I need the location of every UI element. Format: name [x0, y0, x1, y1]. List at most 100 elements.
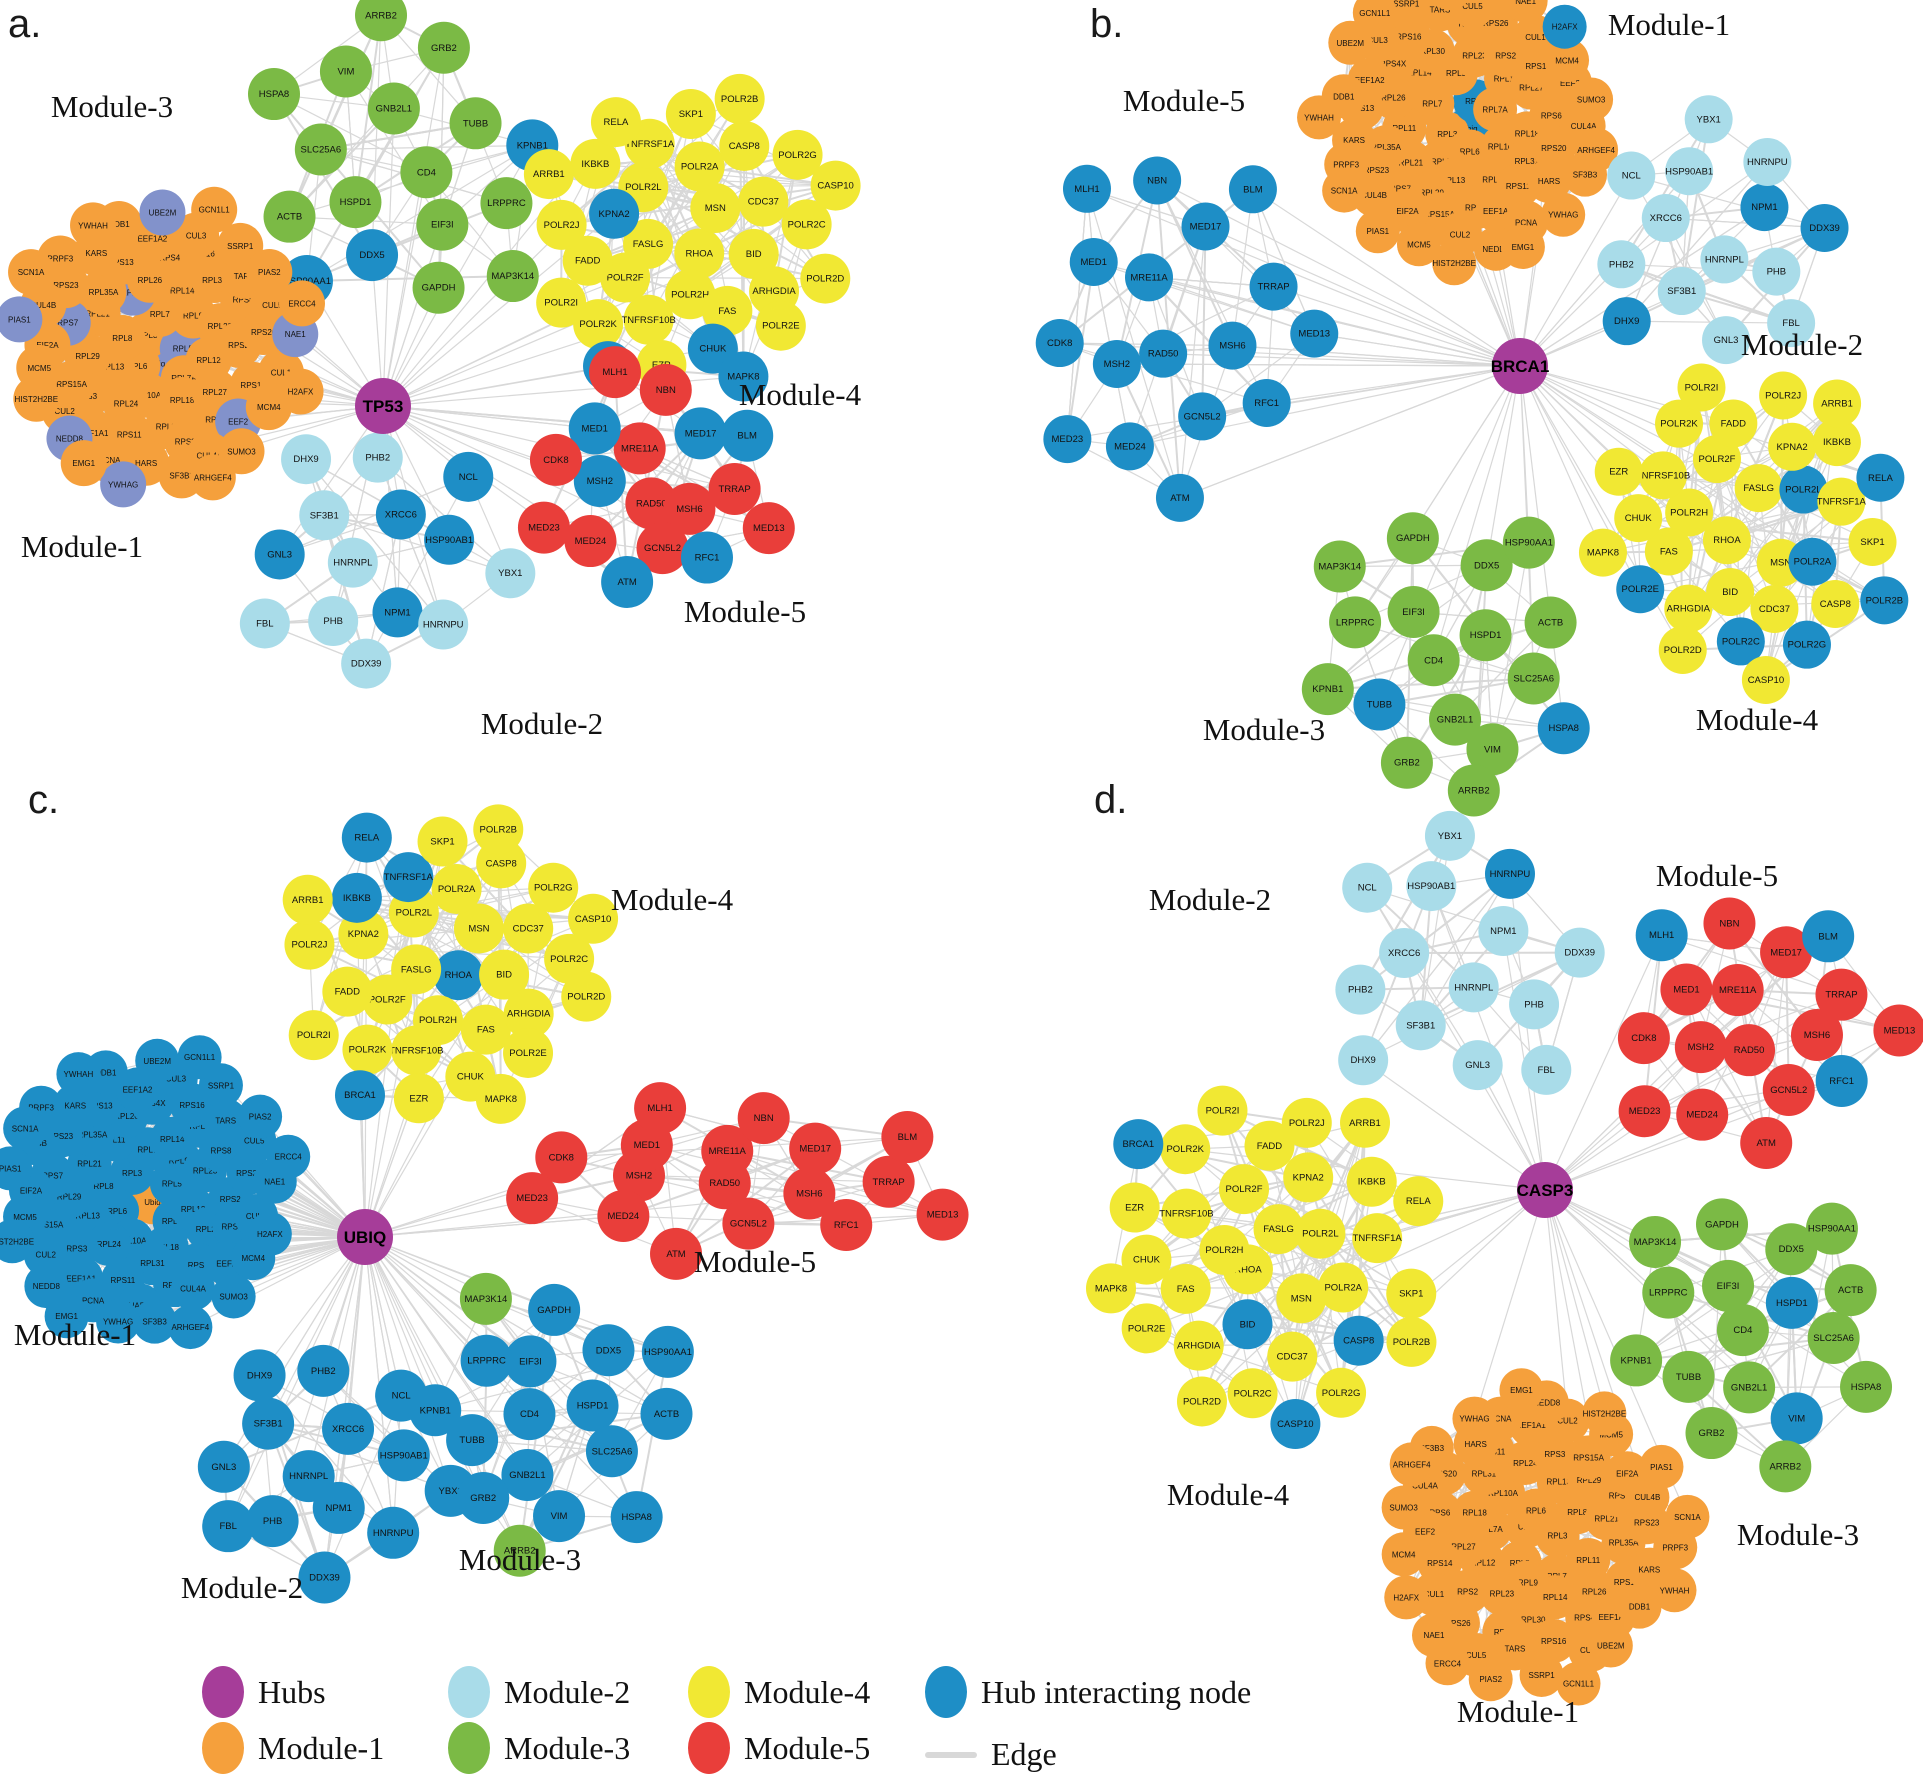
node-FBL[interactable] — [1767, 299, 1816, 348]
node-H2AFX[interactable] — [1384, 1575, 1429, 1620]
node-POLR2J[interactable] — [1281, 1097, 1332, 1148]
node-NCL[interactable] — [1607, 151, 1656, 200]
node-MED13[interactable] — [1873, 1004, 1923, 1057]
node-PIAS2[interactable] — [246, 249, 293, 296]
node-DDX5[interactable] — [346, 229, 399, 282]
node-KPNB1[interactable] — [1301, 663, 1354, 716]
node-SKP1[interactable] — [1386, 1268, 1437, 1319]
node-MSH6[interactable] — [1208, 321, 1257, 370]
node-VIM[interactable] — [319, 45, 372, 98]
node-POLR2I[interactable] — [536, 277, 587, 328]
node-GCN1L1[interactable] — [177, 1035, 222, 1080]
node-BRCA1[interactable] — [334, 1070, 385, 1121]
node-FAS[interactable] — [1160, 1263, 1211, 1314]
node-RAD50[interactable] — [625, 477, 678, 530]
node-EIF3I[interactable] — [1387, 586, 1440, 639]
node-SCN1A[interactable] — [1322, 168, 1367, 213]
node-CDK8[interactable] — [535, 1131, 588, 1184]
node-CD4[interactable] — [1407, 634, 1460, 687]
node-PIAS1[interactable] — [1639, 1444, 1684, 1489]
node-KPNA2[interactable] — [589, 188, 640, 239]
node-DDX39[interactable] — [298, 1551, 351, 1604]
node-FAS[interactable] — [460, 1004, 511, 1055]
node-PIAS1[interactable] — [0, 1146, 33, 1191]
node-BLM[interactable] — [1228, 165, 1277, 214]
node-FADD[interactable] — [322, 966, 373, 1017]
node-TRRAP[interactable] — [708, 462, 761, 515]
node-H2AFX[interactable] — [247, 1211, 292, 1256]
node-KPNB1[interactable] — [1610, 1334, 1663, 1387]
node-MRE11A[interactable] — [613, 422, 666, 475]
node-MED17[interactable] — [674, 407, 727, 460]
node-MED23[interactable] — [506, 1172, 559, 1225]
node-ARRB1[interactable] — [523, 149, 574, 200]
node-PIAS2[interactable] — [1428, 0, 1472, 11]
node-SLC25A6[interactable] — [1807, 1311, 1860, 1364]
node-YWHAG[interactable] — [96, 1299, 141, 1344]
node-BLM[interactable] — [1802, 910, 1855, 963]
node-POLR2F[interactable] — [362, 974, 413, 1025]
node-SSRP1[interactable] — [1519, 1652, 1564, 1697]
node-DHX9[interactable] — [1338, 1035, 1389, 1086]
node-ATM[interactable] — [1155, 473, 1204, 522]
node-POLR2E[interactable] — [755, 300, 806, 351]
node-FASLG[interactable] — [1734, 464, 1783, 513]
node-UBE2M[interactable] — [1588, 1623, 1633, 1668]
node-GAPDH[interactable] — [1696, 1198, 1749, 1251]
node-MED24[interactable] — [597, 1189, 650, 1242]
node-HSPA8[interactable] — [610, 1491, 663, 1544]
node-ARHGEF4[interactable] — [189, 454, 236, 501]
node-POLR2C[interactable] — [544, 933, 595, 984]
node-MED13[interactable] — [742, 502, 795, 555]
node-CASP10[interactable] — [810, 160, 861, 211]
node-POLR2D[interactable] — [800, 253, 851, 304]
node-IKBKB[interactable] — [570, 138, 621, 189]
node-MED1[interactable] — [568, 402, 621, 455]
node-TNFRSF10B[interactable] — [1638, 451, 1687, 500]
node-MRE11A[interactable] — [701, 1124, 754, 1177]
node-GCN5L2[interactable] — [1178, 392, 1227, 441]
node-ACTB[interactable] — [263, 190, 316, 243]
node-NBN[interactable] — [1703, 897, 1756, 950]
node-BRCA1[interactable] — [1113, 1119, 1164, 1170]
node-MED23[interactable] — [1618, 1085, 1671, 1138]
node-MAP3K14[interactable] — [1313, 540, 1366, 593]
node-UBE2M[interactable] — [1328, 20, 1373, 65]
node-YBX1[interactable] — [1684, 95, 1733, 144]
node-SF3B3[interactable] — [132, 1299, 177, 1344]
node-TNFRSF10B[interactable] — [1161, 1188, 1212, 1239]
node-FAS[interactable] — [702, 285, 753, 336]
node-MAP3K14[interactable] — [486, 250, 539, 303]
node-CDK8[interactable] — [529, 433, 582, 486]
node-ATM[interactable] — [1740, 1116, 1793, 1169]
node-NPM1[interactable] — [1478, 905, 1529, 956]
node-RELA[interactable] — [590, 97, 641, 148]
node-DDX5[interactable] — [1765, 1223, 1818, 1276]
node-EMG1[interactable] — [1500, 224, 1545, 269]
node-RPL24[interactable] — [86, 1222, 131, 1267]
node-XRCC6[interactable] — [375, 489, 426, 540]
node-RPS3[interactable] — [1532, 1432, 1577, 1477]
node-POLR2C[interactable] — [781, 199, 832, 250]
node-PHB[interactable] — [308, 595, 359, 646]
node-TUBB[interactable] — [446, 1414, 499, 1467]
node-CDC37[interactable] — [738, 176, 789, 227]
node-MLH1[interactable] — [589, 346, 642, 399]
node-EZR[interactable] — [1109, 1182, 1160, 1233]
node-CHUK[interactable] — [1121, 1234, 1172, 1285]
node-RPL18[interactable] — [1452, 1490, 1497, 1535]
node-RELA[interactable] — [1856, 453, 1905, 502]
node-CDK8[interactable] — [1035, 319, 1084, 368]
node-MLH1[interactable] — [1062, 164, 1111, 213]
node-POLR2A[interactable] — [431, 863, 482, 914]
node-MSH6[interactable] — [783, 1167, 836, 1220]
node-HSPA8[interactable] — [1537, 702, 1590, 755]
node-POLR2K[interactable] — [342, 1024, 393, 1075]
node-POLR2I[interactable] — [288, 1010, 339, 1061]
node-EIF3I[interactable] — [1702, 1259, 1755, 1312]
node-MED24[interactable] — [1105, 422, 1154, 471]
node-NPM1[interactable] — [372, 587, 423, 638]
node-TUBB[interactable] — [1353, 678, 1406, 731]
node-YWHAH[interactable] — [70, 202, 117, 249]
node-FBL[interactable] — [239, 598, 290, 649]
